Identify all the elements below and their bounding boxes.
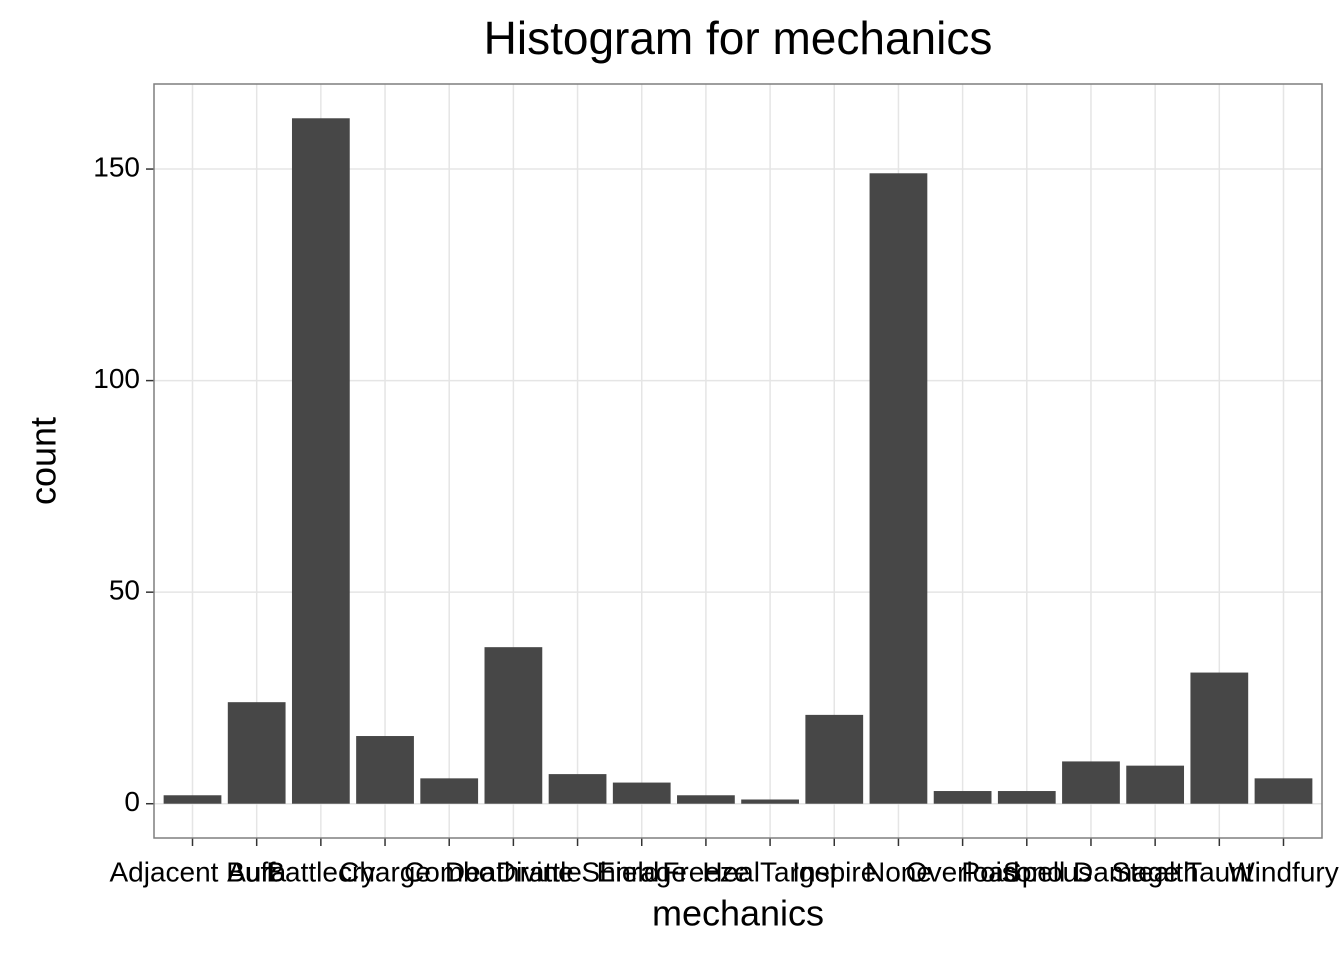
bar [548,774,607,804]
x-tick-label: Combo [404,856,494,887]
bar [612,782,671,804]
x-tick-label: Charge [339,856,431,887]
bar [1126,765,1185,804]
bar [805,714,864,804]
y-axis-label: count [23,417,64,505]
bar [997,791,1056,804]
x-tick-label: Freeze [662,856,749,887]
chart-title: Histogram for mechanics [484,12,993,64]
y-tick-label: 0 [124,786,140,817]
x-tick-label: None [865,856,932,887]
x-tick-label: Taunt [1185,856,1254,887]
bar [1254,778,1313,804]
bar [869,173,928,804]
bar [420,778,479,804]
x-tick-label: Poisonous [961,856,1092,887]
x-axis-label: mechanics [652,893,824,934]
x-tick-label: HealTarget [702,856,838,887]
bar [933,791,992,804]
x-tick-label: Inspire [792,856,876,887]
bar [356,736,414,804]
bar [1062,761,1120,804]
y-tick-label: 150 [93,151,140,182]
x-tick-label: Enrage [597,856,687,887]
bar [227,702,286,804]
plot-border [153,83,1323,839]
bar [484,647,543,804]
x-tick-label: Battlecry [266,856,375,887]
x-tick-label: Aura [227,856,287,887]
y-tick-label: 100 [93,363,140,394]
y-tick-label: 50 [109,575,140,606]
x-tick-label: Overload [906,856,1020,887]
x-tick-label: Divine Shield [496,856,659,887]
x-tick-label: Stealth [1112,856,1199,887]
x-tick-label: Deathrattle [445,856,582,887]
x-tick-label: Adjacent Buff [109,856,275,887]
bar [163,795,222,804]
bar [291,118,350,804]
x-tick-label: Windfury [1228,856,1338,887]
x-tick-label: Spell Damage [1003,856,1179,887]
bar [677,795,735,804]
bar [741,799,799,804]
bar [1190,672,1249,804]
